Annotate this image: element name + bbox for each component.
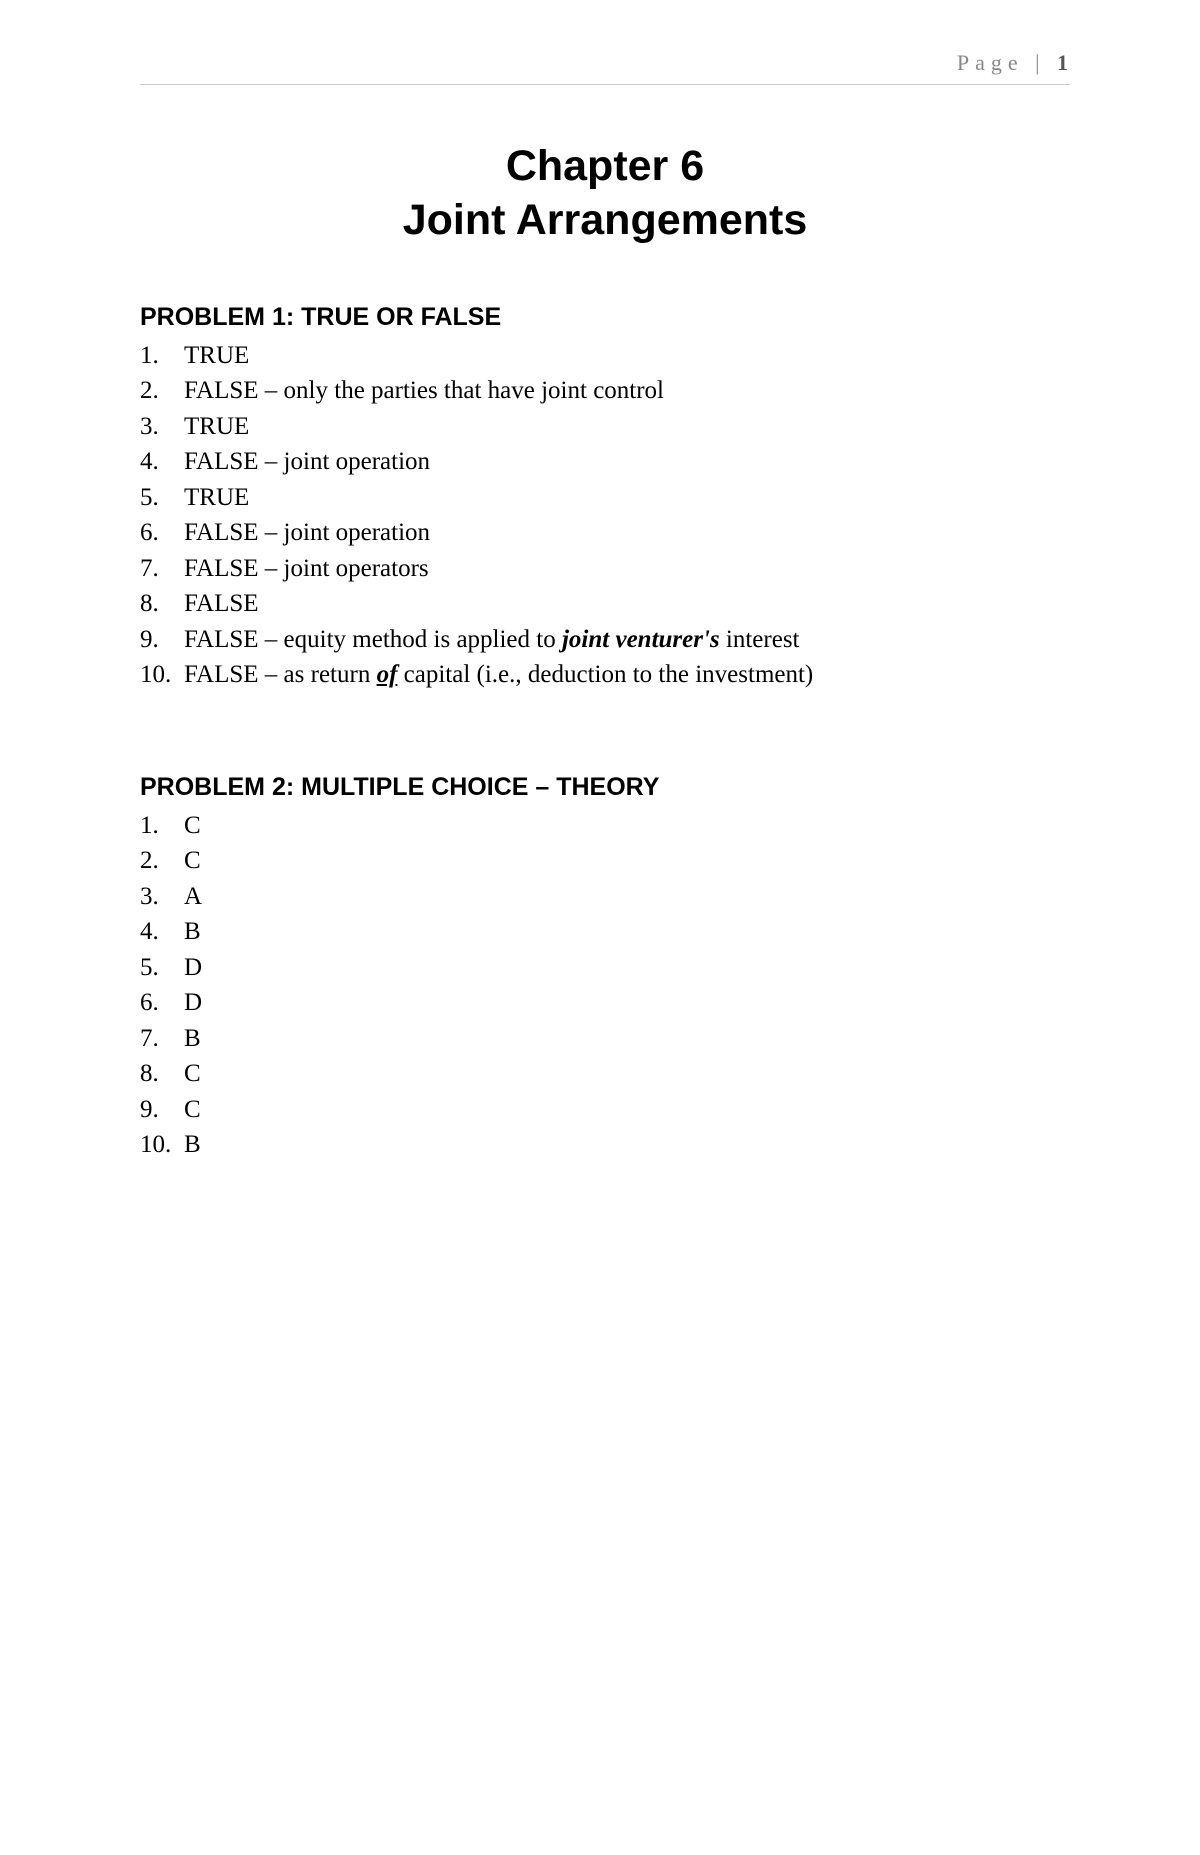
item-number: 7. bbox=[140, 551, 184, 587]
item-text: FALSE – only the parties that have joint… bbox=[184, 373, 1070, 409]
item-text: B bbox=[184, 1021, 201, 1057]
chapter-line-1: Chapter 6 bbox=[140, 140, 1070, 194]
list-item: 7. B bbox=[140, 1021, 1070, 1057]
list-item: 3. TRUE bbox=[140, 409, 1070, 445]
item-number: 5. bbox=[140, 480, 184, 516]
item-number: 7. bbox=[140, 1021, 184, 1057]
item-number: 9. bbox=[140, 622, 184, 658]
item-number: 2. bbox=[140, 843, 184, 879]
item-emphasis: joint venturer's bbox=[562, 626, 720, 653]
list-item: 6. D bbox=[140, 985, 1070, 1021]
item-prefix: FALSE – equity method is applied to bbox=[184, 626, 562, 653]
problem1-list: 1. TRUE 2. FALSE – only the parties that… bbox=[140, 338, 1070, 693]
list-item: 8. FALSE bbox=[140, 586, 1070, 622]
page-header: Page | 1 bbox=[140, 50, 1070, 85]
item-text: D bbox=[184, 950, 202, 986]
item-text: FALSE – joint operation bbox=[184, 444, 1070, 480]
page-separator: | bbox=[1035, 50, 1045, 75]
list-item: 1. C bbox=[140, 808, 1070, 844]
item-text: TRUE bbox=[184, 338, 1070, 374]
item-number: 1. bbox=[140, 808, 184, 844]
list-item: 2. C bbox=[140, 843, 1070, 879]
list-item: 9. C bbox=[140, 1092, 1070, 1128]
item-number: 3. bbox=[140, 879, 184, 915]
item-suffix: capital (i.e., deduction to the investme… bbox=[397, 661, 813, 688]
problem2-list: 1. C 2. C 3. A 4. B 5. D 6. D 7. B 8. C … bbox=[140, 808, 1070, 1163]
item-number: 9. bbox=[140, 1092, 184, 1128]
item-number: 2. bbox=[140, 373, 184, 409]
item-text: A bbox=[184, 879, 202, 915]
list-item: 5. TRUE bbox=[140, 480, 1070, 516]
item-number: 10. bbox=[140, 657, 184, 693]
item-text: FALSE – as return of capital (i.e., dedu… bbox=[184, 657, 1070, 693]
item-text: B bbox=[184, 1127, 201, 1163]
list-item: 4. B bbox=[140, 914, 1070, 950]
item-text: C bbox=[184, 843, 201, 879]
problem1-heading: PROBLEM 1: TRUE OR FALSE bbox=[140, 303, 1070, 332]
page-number: 1 bbox=[1057, 50, 1070, 75]
list-item: 6. FALSE – joint operation bbox=[140, 515, 1070, 551]
item-emphasis: of bbox=[377, 661, 398, 688]
item-number: 10. bbox=[140, 1127, 184, 1163]
item-text: FALSE – joint operation bbox=[184, 515, 1070, 551]
item-number: 6. bbox=[140, 985, 184, 1021]
item-prefix: FALSE – as return bbox=[184, 661, 377, 688]
chapter-line-2: Joint Arrangements bbox=[140, 194, 1070, 248]
item-text: FALSE bbox=[184, 586, 1070, 622]
item-text: D bbox=[184, 985, 202, 1021]
item-number: 8. bbox=[140, 1056, 184, 1092]
item-number: 6. bbox=[140, 515, 184, 551]
list-item: 3. A bbox=[140, 879, 1070, 915]
item-suffix: interest bbox=[720, 626, 800, 653]
list-item: 7. FALSE – joint operators bbox=[140, 551, 1070, 587]
list-item: 8. C bbox=[140, 1056, 1070, 1092]
item-number: 4. bbox=[140, 914, 184, 950]
item-number: 3. bbox=[140, 409, 184, 445]
list-item: 5. D bbox=[140, 950, 1070, 986]
list-item: 1. TRUE bbox=[140, 338, 1070, 374]
list-item: 10. B bbox=[140, 1127, 1070, 1163]
item-text: B bbox=[184, 914, 201, 950]
item-text: C bbox=[184, 1056, 201, 1092]
item-number: 8. bbox=[140, 586, 184, 622]
item-text: C bbox=[184, 808, 201, 844]
list-item: 10. FALSE – as return of capital (i.e., … bbox=[140, 657, 1070, 693]
list-item: 9. FALSE – equity method is applied to j… bbox=[140, 622, 1070, 658]
item-number: 1. bbox=[140, 338, 184, 374]
list-item: 4. FALSE – joint operation bbox=[140, 444, 1070, 480]
item-text: TRUE bbox=[184, 480, 1070, 516]
item-text: C bbox=[184, 1092, 201, 1128]
item-number: 5. bbox=[140, 950, 184, 986]
item-number: 4. bbox=[140, 444, 184, 480]
problem2-heading: PROBLEM 2: MULTIPLE CHOICE – THEORY bbox=[140, 773, 1070, 802]
item-text: TRUE bbox=[184, 409, 1070, 445]
list-item: 2. FALSE – only the parties that have jo… bbox=[140, 373, 1070, 409]
item-text: FALSE – joint operators bbox=[184, 551, 1070, 587]
page-label: Page bbox=[957, 50, 1024, 75]
item-text: FALSE – equity method is applied to join… bbox=[184, 622, 1070, 658]
chapter-title: Chapter 6 Joint Arrangements bbox=[140, 140, 1070, 248]
